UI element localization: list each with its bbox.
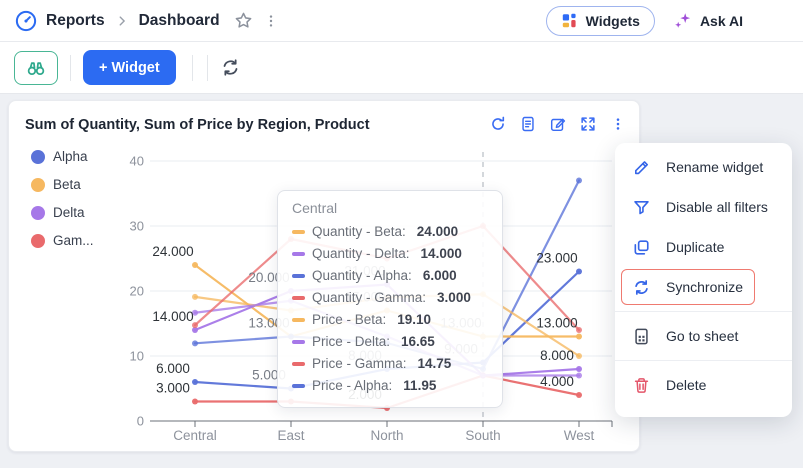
toolbar-divider — [206, 54, 208, 81]
widget-refresh-icon[interactable] — [487, 113, 509, 135]
ask-ai-button[interactable]: Ask AI — [673, 11, 743, 31]
series-marker — [292, 274, 305, 278]
menu-item-duplicate[interactable]: Duplicate — [615, 227, 792, 267]
tooltip-row: Price - Delta: 16.65 — [292, 331, 488, 353]
menu-item-go-to-sheet[interactable]: Go to sheet — [615, 316, 792, 356]
breadcrumb-reports[interactable]: Reports — [46, 11, 105, 29]
legend-marker — [31, 177, 45, 192]
dashboard-toolbar: + Widget — [0, 42, 803, 94]
menu-item-label: Go to sheet — [666, 328, 739, 344]
tooltip-row: Price - Beta: 19.10 — [292, 309, 488, 331]
legend-item-gam[interactable]: Gam... — [31, 233, 94, 248]
legend-label: Alpha — [53, 149, 88, 164]
tooltip-rows: Quantity - Beta: 24.000 Quantity - Delta… — [292, 221, 488, 397]
app-header: Reports Dashboard — [0, 0, 803, 42]
tooltip-series-value: 14.000 — [420, 246, 462, 261]
tooltip-series-label: Price - Delta: — [312, 334, 391, 349]
menu-divider — [615, 311, 792, 312]
sparkle-icon — [673, 11, 693, 31]
sheet-icon — [631, 326, 651, 346]
tooltip-series-value: 19.10 — [397, 312, 432, 327]
tooltip-series-value: 14.75 — [417, 356, 452, 371]
series-marker — [292, 318, 305, 322]
widget-notes-icon[interactable] — [517, 113, 539, 135]
chevron-right-icon — [115, 14, 129, 28]
menu-item-label: Rename widget — [666, 159, 764, 175]
legend-item-beta[interactable]: Beta — [31, 177, 94, 192]
breadcrumb-dashboard[interactable]: Dashboard — [138, 11, 220, 29]
trash-icon — [631, 375, 651, 395]
funnel-icon — [631, 197, 651, 217]
chart-tooltip: Central Quantity - Beta: 24.000 Quantity… — [277, 190, 503, 408]
tooltip-series-label: Price - Alpha: — [312, 378, 393, 393]
legend-label: Gam... — [53, 233, 94, 248]
widgets-button[interactable]: Widgets — [545, 5, 655, 36]
duplicate-icon — [631, 237, 651, 257]
breadcrumb-kebab-icon[interactable] — [263, 13, 279, 29]
add-widget-label: + Widget — [99, 59, 160, 76]
tooltip-series-label: Price - Beta: — [312, 312, 387, 327]
tooltip-series-value: 11.95 — [403, 378, 437, 393]
explore-button[interactable] — [14, 50, 58, 85]
series-marker — [292, 252, 305, 256]
widgets-button-label: Widgets — [585, 12, 640, 29]
menu-item-disable-all-filters[interactable]: Disable all filters — [615, 187, 792, 227]
menu-item-label: Disable all filters — [666, 199, 768, 215]
legend-item-alpha[interactable]: Alpha — [31, 149, 94, 164]
star-icon[interactable] — [234, 11, 253, 30]
tooltip-series-value: 6.000 — [422, 268, 457, 283]
tooltip-row: Quantity - Beta: 24.000 — [292, 221, 488, 243]
tooltip-series-value: 24.000 — [416, 224, 459, 239]
toolbar-divider — [70, 54, 71, 81]
tooltip-row: Price - Gamma: 14.75 — [292, 353, 488, 375]
chart-legend: Alpha Beta Delta Gam... — [31, 149, 94, 248]
add-widget-button[interactable]: + Widget — [83, 50, 176, 85]
legend-marker — [31, 205, 45, 220]
widget-context-menu: Rename widget Disable all filters Duplic… — [615, 143, 792, 417]
series-marker — [292, 384, 305, 388]
widget-kebab-icon[interactable] — [607, 113, 629, 135]
refresh-all-icon[interactable] — [220, 57, 241, 78]
menu-item-delete[interactable]: Delete — [615, 365, 792, 405]
tooltip-series-value: 3.000 — [437, 290, 471, 305]
menu-item-label: Synchronize — [666, 279, 744, 295]
series-marker — [292, 296, 305, 300]
menu-item-label: Duplicate — [666, 239, 725, 255]
widget-expand-icon[interactable] — [577, 113, 599, 135]
binoculars-icon — [25, 57, 47, 79]
widget-title: Sum of Quantity, Sum of Price by Region,… — [25, 117, 370, 133]
widget-edit-icon[interactable] — [547, 113, 569, 135]
menu-divider — [615, 360, 792, 361]
tooltip-row: Quantity - Alpha: 6.000 — [292, 265, 488, 287]
widgets-grid-icon — [561, 12, 578, 29]
legend-label: Delta — [53, 205, 85, 220]
tooltip-series-value: 16.65 — [401, 334, 435, 349]
tooltip-row: Quantity - Delta: 14.000 — [292, 243, 488, 265]
tooltip-series-label: Quantity - Gamma: — [312, 290, 427, 305]
legend-marker — [31, 233, 45, 248]
widget-actions — [487, 113, 629, 135]
sync-icon — [631, 277, 651, 297]
series-marker — [292, 362, 305, 366]
legend-item-delta[interactable]: Delta — [31, 205, 94, 220]
toolbar-divider — [191, 54, 193, 81]
tooltip-series-label: Quantity - Alpha: — [312, 268, 412, 283]
tooltip-row: Price - Alpha: 11.95 — [292, 375, 488, 397]
legend-marker — [31, 149, 45, 164]
series-marker — [292, 230, 305, 234]
series-marker — [292, 340, 305, 344]
tooltip-series-label: Price - Gamma: — [312, 356, 407, 371]
pencil-icon — [631, 157, 651, 177]
ask-ai-label: Ask AI — [699, 12, 743, 29]
menu-item-rename-widget[interactable]: Rename widget — [615, 147, 792, 187]
dashboard-gauge-icon — [14, 9, 38, 33]
tooltip-series-label: Quantity - Delta: — [312, 246, 410, 261]
menu-item-synchronize[interactable]: Synchronize — [615, 267, 792, 307]
tooltip-row: Quantity - Gamma: 3.000 — [292, 287, 488, 309]
tooltip-series-label: Quantity - Beta: — [312, 224, 406, 239]
legend-label: Beta — [53, 177, 81, 192]
menu-item-label: Delete — [666, 377, 707, 393]
tooltip-title: Central — [292, 200, 338, 216]
